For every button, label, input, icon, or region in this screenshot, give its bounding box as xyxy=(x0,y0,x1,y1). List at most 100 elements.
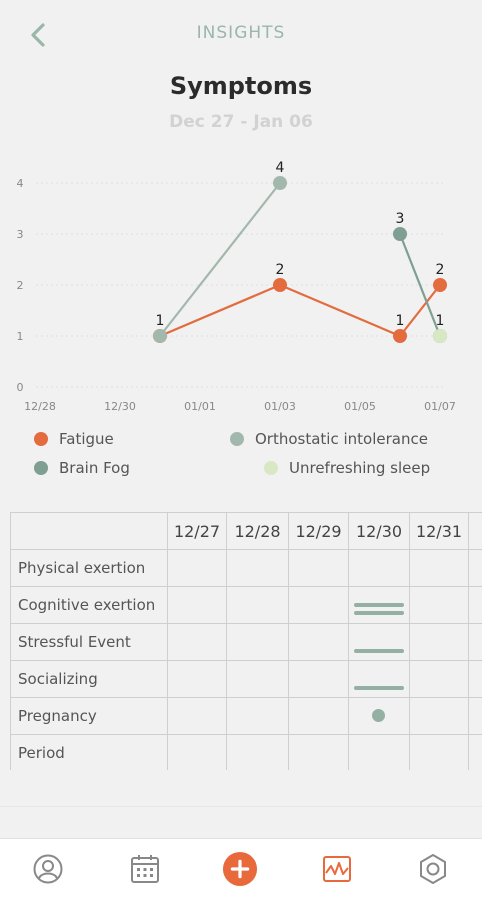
table-cell[interactable] xyxy=(226,623,289,661)
nav-profile[interactable] xyxy=(30,851,66,887)
table-cell[interactable] xyxy=(468,660,482,698)
table-cell[interactable] xyxy=(468,549,482,587)
nav-add-button[interactable] xyxy=(222,851,258,887)
date-header: 12/28 xyxy=(226,512,289,550)
table-cell[interactable] xyxy=(288,697,349,735)
table-cell[interactable] xyxy=(468,623,482,661)
data-point xyxy=(433,278,447,292)
x-tick-label: 12/28 xyxy=(24,400,56,413)
data-point xyxy=(393,329,407,343)
table-cell[interactable] xyxy=(288,734,349,770)
table-cell[interactable] xyxy=(288,660,349,698)
table-cell[interactable] xyxy=(288,623,349,661)
date-range: Dec 27 - Jan 06 xyxy=(169,112,313,132)
data-point xyxy=(273,176,287,190)
user-icon xyxy=(33,854,63,884)
date-header-overflow xyxy=(468,512,482,550)
table-cell[interactable] xyxy=(409,623,469,661)
legend-item-unrefreshing: Unrefreshing sleep xyxy=(264,457,430,479)
legend-label: Unrefreshing sleep xyxy=(289,459,431,477)
y-tick-label: 0 xyxy=(17,381,24,394)
table-cell[interactable] xyxy=(348,623,410,661)
table-cell[interactable] xyxy=(348,660,410,698)
table-cell[interactable] xyxy=(167,697,227,735)
entry-bar xyxy=(354,686,404,690)
table-cell[interactable] xyxy=(468,586,482,624)
header-title: INSIGHTS xyxy=(196,23,286,43)
data-label: 1 xyxy=(156,313,165,329)
table-row: Stressful Event xyxy=(10,623,482,661)
table-cell[interactable] xyxy=(226,697,289,735)
nav-settings[interactable] xyxy=(415,851,451,887)
table-cell[interactable] xyxy=(409,697,469,735)
y-tick-label: 3 xyxy=(17,228,24,241)
legend-dot-fatigue xyxy=(34,432,48,446)
series-line xyxy=(398,233,442,337)
legend-dot-unrefreshing xyxy=(264,461,278,475)
data-label: 3 xyxy=(396,211,405,227)
table-cell[interactable] xyxy=(409,549,469,587)
table-cell[interactable] xyxy=(348,586,410,624)
table-cell[interactable] xyxy=(348,734,410,770)
entry-dot xyxy=(372,709,385,722)
legend-item-brain-fog: Brain Fog xyxy=(34,457,130,479)
entry-bar xyxy=(354,611,404,615)
header: INSIGHTS xyxy=(0,0,482,66)
y-tick-label: 4 xyxy=(17,177,24,190)
factors-table: 12/27 12/28 12/29 12/30 12/31 Physical e… xyxy=(10,512,482,770)
data-label: 4 xyxy=(276,160,285,176)
table-cell[interactable] xyxy=(409,660,469,698)
x-tick-label: 01/05 xyxy=(344,400,376,413)
nav-insights[interactable] xyxy=(319,851,355,887)
insights-icon xyxy=(323,856,351,882)
table-cell[interactable] xyxy=(167,660,227,698)
x-tick-label: 01/07 xyxy=(424,400,456,413)
page-title: Symptoms xyxy=(169,72,313,100)
table-row: Physical exertion xyxy=(10,549,482,587)
legend-label: Fatigue xyxy=(59,430,114,448)
chevron-left-icon xyxy=(31,23,45,47)
legend-dot-orthostatic xyxy=(230,432,244,446)
table-cell[interactable] xyxy=(288,549,349,587)
x-tick-label: 01/01 xyxy=(184,400,216,413)
table-cell[interactable] xyxy=(226,660,289,698)
table-cell[interactable] xyxy=(409,734,469,770)
entry-bar xyxy=(354,649,404,653)
table-cell[interactable] xyxy=(226,549,289,587)
table-cell[interactable] xyxy=(226,734,289,770)
table-cell[interactable] xyxy=(288,586,349,624)
table-header-row: 12/27 12/28 12/29 12/30 12/31 xyxy=(10,512,482,550)
row-label: Cognitive exertion xyxy=(10,586,168,624)
table-cell[interactable] xyxy=(167,623,227,661)
table-cell[interactable] xyxy=(409,586,469,624)
table-cell[interactable] xyxy=(226,586,289,624)
y-tick-label: 2 xyxy=(17,279,24,292)
data-point xyxy=(393,227,407,241)
calendar-icon xyxy=(131,855,159,883)
date-header: 12/29 xyxy=(288,512,349,550)
table-cell[interactable] xyxy=(468,734,482,770)
series-line xyxy=(159,283,441,338)
chart-legend: Fatigue Orthostatic intolerance Brain Fo… xyxy=(0,426,482,486)
corner-cell xyxy=(10,512,168,550)
data-label: 2 xyxy=(276,262,285,278)
plus-icon xyxy=(222,851,258,887)
table-cell[interactable] xyxy=(468,697,482,735)
data-label: 1 xyxy=(436,313,445,329)
x-tick-label: 01/03 xyxy=(264,400,296,413)
table-cell[interactable] xyxy=(167,586,227,624)
table-row: Period xyxy=(10,734,482,770)
back-button[interactable] xyxy=(22,18,56,52)
legend-label: Brain Fog xyxy=(59,459,130,477)
table-row: Pregnancy xyxy=(10,697,482,735)
nav-calendar[interactable] xyxy=(127,851,163,887)
table-row: Socializing xyxy=(10,660,482,698)
data-label: 1 xyxy=(396,313,405,329)
table-cell[interactable] xyxy=(167,549,227,587)
table-cell[interactable] xyxy=(348,549,410,587)
divider xyxy=(0,806,482,807)
legend-item-orthostatic: Orthostatic intolerance xyxy=(230,428,428,450)
legend-dot-brain-fog xyxy=(34,461,48,475)
table-cell[interactable] xyxy=(348,697,410,735)
table-cell[interactable] xyxy=(167,734,227,770)
